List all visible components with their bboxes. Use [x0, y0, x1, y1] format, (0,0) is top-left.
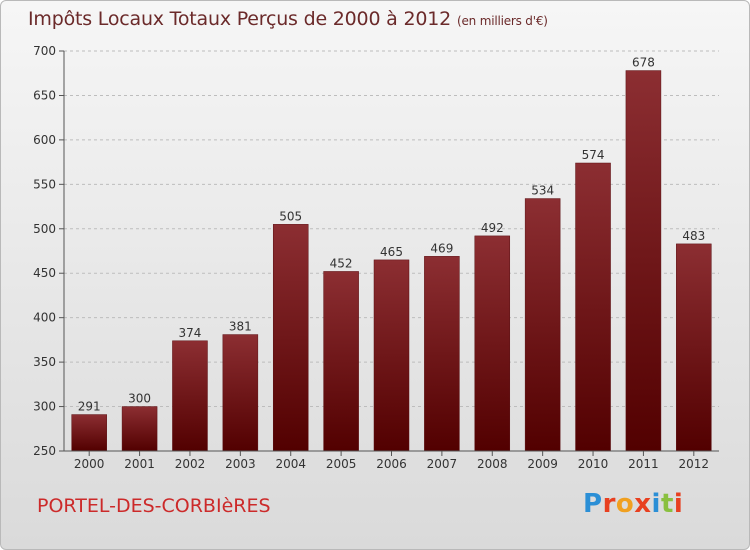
bar-2005[interactable] — [323, 271, 359, 452]
bar-value-label: 469 — [430, 241, 453, 255]
bar-2008[interactable] — [474, 235, 511, 452]
x-tick-label: 2008 — [477, 457, 508, 471]
bar-2003[interactable] — [222, 334, 259, 452]
bar-value-label: 374 — [179, 326, 202, 340]
y-tick-label: 450 — [33, 266, 56, 280]
logo-letter: i — [651, 489, 661, 519]
bar-2000[interactable] — [71, 414, 107, 452]
bar-2006[interactable] — [373, 259, 410, 452]
x-tick-label: 2012 — [679, 457, 710, 471]
x-tick-label: 2006 — [376, 457, 407, 471]
x-tick-label: 2000 — [74, 457, 105, 471]
logo-letter: t — [660, 489, 674, 519]
x-tick-label: 2011 — [628, 457, 659, 471]
x-tick-label: 2005 — [326, 457, 357, 471]
chart-title-text: Impôts Locaux Totaux Perçus de 2000 à 20… — [28, 8, 452, 30]
y-tick-label: 550 — [33, 177, 56, 191]
proxiti-logo[interactable]: Proxiti — [583, 489, 683, 519]
bar-value-label: 381 — [229, 320, 252, 334]
bar-2007[interactable] — [424, 256, 460, 452]
bar-value-label: 483 — [682, 229, 705, 243]
bar-2009[interactable] — [524, 198, 561, 452]
place-name: PORTEL-DES-CORBIèRES — [37, 495, 271, 517]
x-tick-label: 2009 — [527, 457, 558, 471]
logo-letter: P — [583, 489, 603, 519]
logo-letter: x — [634, 489, 652, 519]
y-tick-label: 350 — [33, 355, 56, 369]
bar-value-label: 678 — [632, 56, 655, 70]
x-tick-label: 2003 — [225, 457, 256, 471]
bar-value-label: 505 — [279, 209, 302, 223]
bar-2001[interactable] — [121, 406, 158, 452]
chart-title: Impôts Locaux Totaux Perçus de 2000 à 20… — [28, 8, 548, 30]
x-tick-label: 2001 — [124, 457, 155, 471]
y-tick-label: 600 — [33, 133, 56, 147]
bar-2002[interactable] — [172, 340, 208, 452]
y-axis: 250 300 350 400 450 500 550 600 650 700 — [33, 44, 65, 458]
bar-value-label: 492 — [481, 221, 504, 235]
bars — [71, 70, 712, 452]
bar-2011[interactable] — [625, 70, 662, 452]
x-tick-label: 2004 — [275, 457, 306, 471]
bar-value-label: 300 — [128, 392, 151, 406]
bar-value-label: 291 — [78, 400, 101, 414]
bar-value-labels: 291 300 374 381 505 452 465 469 492 534 574 678 483 — [78, 56, 706, 414]
x-tick-label: 2010 — [578, 457, 609, 471]
x-tick-label: 2002 — [175, 457, 206, 471]
bar-2004[interactable] — [272, 224, 309, 452]
y-tick-label: 650 — [33, 88, 56, 102]
bar-2010[interactable] — [575, 162, 611, 452]
logo-letter: o — [615, 489, 635, 519]
y-tick-label: 500 — [33, 222, 56, 236]
y-tick-label: 300 — [33, 400, 56, 414]
chart-subtitle: (en milliers d'€) — [457, 14, 548, 28]
logo-letter: i — [673, 489, 684, 519]
bar-value-label: 574 — [582, 148, 605, 162]
y-tick-label: 700 — [33, 44, 56, 58]
bar-value-label: 534 — [531, 184, 554, 198]
x-tick-label: 2007 — [427, 457, 458, 471]
bar-value-label: 452 — [330, 256, 353, 270]
bar-2012[interactable] — [676, 243, 712, 452]
logo-letter: r — [602, 489, 616, 519]
bar-chart: 250 300 350 400 450 500 550 600 650 700 291 300 374… — [33, 44, 719, 471]
y-tick-label: 400 — [33, 311, 56, 325]
y-tick-label: 250 — [33, 444, 56, 458]
bar-value-label: 465 — [380, 245, 403, 259]
x-axis: 2000 2001 2002 2003 2004 2005 2006 2007 2008 2009… — [64, 450, 719, 471]
